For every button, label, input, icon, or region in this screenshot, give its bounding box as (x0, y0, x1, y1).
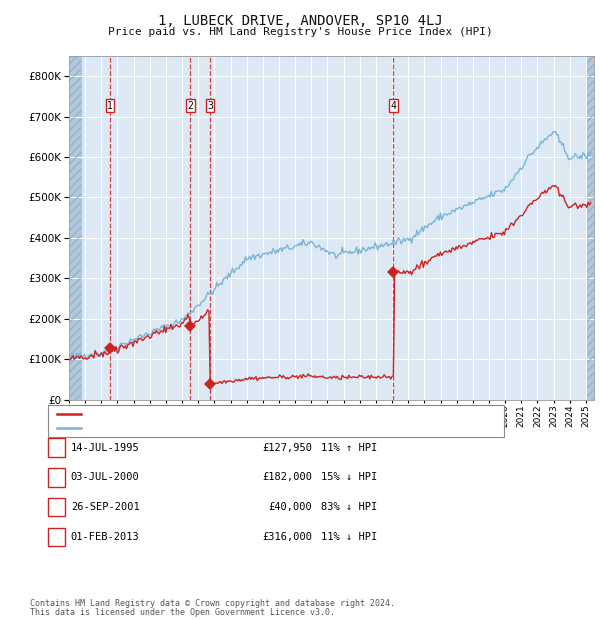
Bar (587, 56, 594, 400)
Text: £127,950: £127,950 (262, 443, 312, 453)
Text: 14-JUL-1995: 14-JUL-1995 (71, 443, 140, 453)
Text: £316,000: £316,000 (262, 532, 312, 542)
Bar (69, 56, 81, 400)
Text: 11% ↓ HPI: 11% ↓ HPI (321, 532, 377, 542)
Bar (69, 56, 81, 400)
Text: 26-SEP-2001: 26-SEP-2001 (71, 502, 140, 512)
Text: 03-JUL-2000: 03-JUL-2000 (71, 472, 140, 482)
Text: Price paid vs. HM Land Registry's House Price Index (HPI): Price paid vs. HM Land Registry's House … (107, 27, 493, 37)
Text: 4: 4 (391, 100, 397, 111)
Text: 11% ↑ HPI: 11% ↑ HPI (321, 443, 377, 453)
Text: 1, LUBECK DRIVE, ANDOVER, SP10 4LJ (detached house): 1, LUBECK DRIVE, ANDOVER, SP10 4LJ (deta… (84, 409, 383, 419)
Text: £40,000: £40,000 (268, 502, 312, 512)
Text: This data is licensed under the Open Government Licence v3.0.: This data is licensed under the Open Gov… (30, 608, 335, 617)
Text: 3: 3 (207, 100, 213, 111)
Bar (587, 56, 594, 400)
Text: 1: 1 (53, 443, 59, 453)
Text: £182,000: £182,000 (262, 472, 312, 482)
Text: 4: 4 (53, 532, 59, 542)
Text: 83% ↓ HPI: 83% ↓ HPI (321, 502, 377, 512)
Text: 15% ↓ HPI: 15% ↓ HPI (321, 472, 377, 482)
Text: 3: 3 (53, 502, 59, 512)
Text: 2: 2 (53, 472, 59, 482)
Text: 1, LUBECK DRIVE, ANDOVER, SP10 4LJ: 1, LUBECK DRIVE, ANDOVER, SP10 4LJ (158, 14, 442, 28)
Text: Contains HM Land Registry data © Crown copyright and database right 2024.: Contains HM Land Registry data © Crown c… (30, 600, 395, 608)
Text: 2: 2 (187, 100, 193, 111)
Text: HPI: Average price, detached house, Test Valley: HPI: Average price, detached house, Test… (84, 423, 360, 433)
Text: 01-FEB-2013: 01-FEB-2013 (71, 532, 140, 542)
Text: 1: 1 (107, 100, 113, 111)
